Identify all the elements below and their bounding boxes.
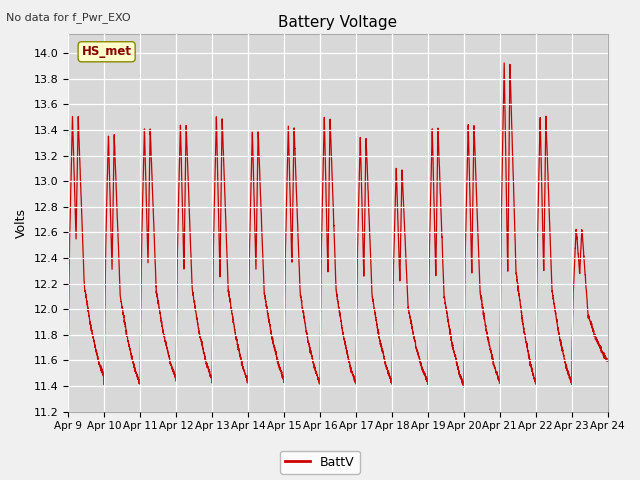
Y-axis label: Volts: Volts (15, 208, 28, 238)
Title: Battery Voltage: Battery Voltage (278, 15, 397, 30)
Text: HS_met: HS_met (82, 45, 132, 58)
Text: No data for f_Pwr_EXO: No data for f_Pwr_EXO (6, 12, 131, 23)
Legend: BattV: BattV (280, 451, 360, 474)
